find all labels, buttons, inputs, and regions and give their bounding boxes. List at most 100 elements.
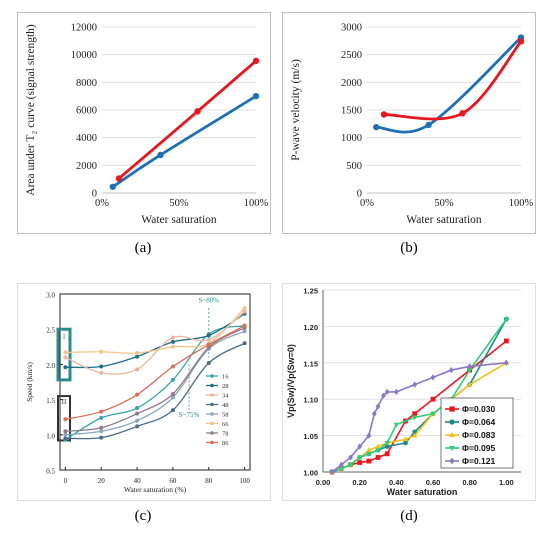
- panel-b: 0 500 1000 1500 2000 2500 3000 0% 50% 100% Water s…: [282, 12, 536, 234]
- chart-d-x-axis-label: Water saturation: [387, 487, 458, 497]
- chart-c-series-0-point-1: [99, 415, 104, 420]
- chart-a-series-1: [115, 57, 260, 182]
- chart-d-ytick-label-3: 1.15: [303, 359, 318, 368]
- chart-c-series-4-point-0: [63, 432, 68, 437]
- chart-d-legend-label-0: Φ=0.030: [462, 404, 495, 414]
- chart-c-region-I-box: [56, 327, 72, 382]
- chart-c-series-6-line: [65, 327, 245, 432]
- chart-c-series-5-point-3: [170, 344, 175, 349]
- chart-d-series-2-point-4: [366, 447, 372, 453]
- chart-c-series-1-point-1: [99, 364, 104, 369]
- chart-c-series-1-point-4: [206, 333, 211, 338]
- chart-d-series-0-point-3: [357, 460, 363, 465]
- chart-d-series-4-point-14: [503, 359, 509, 366]
- chart-a-ytick-label-1: 2000: [76, 161, 97, 172]
- chart-c-x-axis-label: Water saturation (%): [124, 485, 187, 494]
- chart-c-xtick-label-1: 20: [98, 477, 106, 485]
- chart-d-series-4-point-4: [366, 432, 372, 439]
- chart-a-x-axis-label: Water saturation: [141, 214, 217, 226]
- chart-c-series-7-point-3: [170, 364, 175, 369]
- chart-c-series-3-point-3: [170, 408, 175, 413]
- chart-b-series-0-point-0: [373, 123, 380, 131]
- chart-c-region-I-label: I: [63, 333, 66, 341]
- chart-d-series-4-point-1: [338, 461, 344, 468]
- chart-c-legend-label-0: 16: [222, 374, 229, 381]
- chart-d-ytick-label-0: 1.00: [303, 469, 318, 478]
- chart-c-legend-marker-2: [210, 393, 214, 397]
- panel-a: 0 2000 4000 6000 8000 10000 12000 0% 50% 100% Wate…: [17, 12, 271, 234]
- chart-d-ytick-label-2: 1.10: [303, 396, 318, 405]
- chart-c-legend-marker-3: [210, 402, 214, 407]
- chart-c-series-5-point-2: [135, 351, 140, 356]
- chart-d-legend-marker-1: [449, 419, 455, 425]
- chart-c-series-6-point-3: [170, 391, 175, 396]
- chart-c-legend-label-5: 66: [222, 421, 229, 428]
- chart-d-xtick-label-3: 0.60: [426, 478, 441, 487]
- chart-c-series-4-point-1: [99, 429, 104, 434]
- chart-c-series-4-point-5: [242, 329, 247, 334]
- chart-c-series-0-point-2: [135, 406, 140, 411]
- chart-d-y-axis-label: Vp(Sw)/Vp(Sw=0): [286, 344, 296, 418]
- chart-c-legend-label-7: 86: [222, 440, 229, 447]
- chart-a-axes: 0 2000 4000 6000 8000 10000 12000 0% 50% 100% Wate…: [25, 23, 269, 227]
- caption-a: (a): [134, 240, 152, 256]
- chart-d-series-1-point-6: [384, 444, 390, 449]
- chart-b-xtick-label-2: 100%: [509, 198, 534, 209]
- chart-d-legend-label-2: Φ=0.083: [462, 430, 495, 440]
- chart-c-series-6-point-2: [135, 411, 140, 416]
- chart-b-ytick-label-2: 1000: [341, 133, 362, 144]
- chart-c-series-2-line: [65, 311, 246, 375]
- chart-a-xtick-label-2: 100%: [244, 198, 269, 209]
- chart-c-annotation-80: S~80%: [199, 296, 220, 304]
- chart-c-series-3: [63, 341, 247, 441]
- chart-b-ytick-label-3: 1500: [341, 106, 362, 117]
- chart-c-ytick-label-4: 2.5: [46, 327, 55, 335]
- chart-d-series-3-point-11: [466, 368, 473, 373]
- chart-d-series-3-point-12: [503, 317, 510, 322]
- chart-d-xtick-label-5: 1.00: [499, 478, 514, 487]
- chart-c-series-6-point-4: [206, 345, 211, 350]
- chart-c-series-2: [63, 309, 247, 375]
- chart-b-y-axis-label: P-wave velocity (m/s): [290, 59, 302, 161]
- chart-d-series-3-point-7: [393, 422, 400, 428]
- chart-c-series-6: [63, 325, 247, 434]
- chart-c-annotation-75: S~75%: [179, 411, 200, 419]
- chart-c-series-5-point-5: [242, 306, 247, 311]
- chart-d-legend-label-3: Φ=0.095: [462, 443, 495, 453]
- caption-d: (d): [400, 508, 418, 524]
- chart-b-series-1-point-1: [459, 110, 466, 117]
- chart-c-series-2-point-4: [206, 337, 211, 342]
- chart-c-series-1-line: [65, 313, 245, 369]
- chart-d-series-4-point-0: [329, 468, 335, 476]
- chart-b-ytick-label-5: 2500: [341, 50, 362, 61]
- chart-d-series-0-point-4: [366, 458, 372, 464]
- chart-c-ytick-label-3: 2.0: [46, 362, 55, 370]
- chart-a-xtick-label-0: 0%: [95, 198, 109, 209]
- chart-d-series-3-point-2: [347, 462, 354, 468]
- chart-c-ytick-label-5: 3.0: [46, 292, 55, 300]
- chart-a-series-0-line: [112, 94, 257, 188]
- chart-a-series-0-point-1: [157, 151, 164, 159]
- chart-c-series-3-point-0: [63, 436, 68, 441]
- chart-d-series-2-point-8: [411, 432, 418, 438]
- chart-a-ytick-label-6: 12000: [71, 23, 97, 34]
- chart-d-series-4-point-12: [448, 366, 454, 374]
- chart-c-legend-marker-6: [210, 431, 214, 435]
- chart-d-legend-marker-0: [449, 406, 455, 412]
- chart-d-xtick-label-2: 0.40: [389, 478, 404, 487]
- chart-c-xtick-label-3: 60: [169, 477, 177, 485]
- chart-c-series-7-point-0: [63, 417, 68, 422]
- chart-c-frame: [59, 293, 251, 471]
- chart-b-ytick-label-1: 500: [346, 161, 362, 172]
- chart-d-legend-marker-3: [449, 445, 455, 452]
- chart-d-series-3-point-9: [430, 411, 436, 417]
- chart-c-series-2-point-5: [242, 309, 247, 314]
- chart-c-series-7-line: [65, 325, 245, 420]
- chart-d-series-4-point-11: [430, 374, 436, 381]
- chart-c-xtick-label-2: 40: [134, 477, 142, 485]
- caption-c: (c): [134, 508, 152, 524]
- panel-d: 1.00 1.05 1.10 1.15 1.20 1.25 0.00 0.20 0.40 0.60…: [282, 283, 536, 501]
- chart-d-series-2-point-11: [466, 381, 473, 387]
- chart-d-series-4-point-3: [357, 443, 363, 450]
- chart-c-series-6-point-0: [63, 429, 68, 434]
